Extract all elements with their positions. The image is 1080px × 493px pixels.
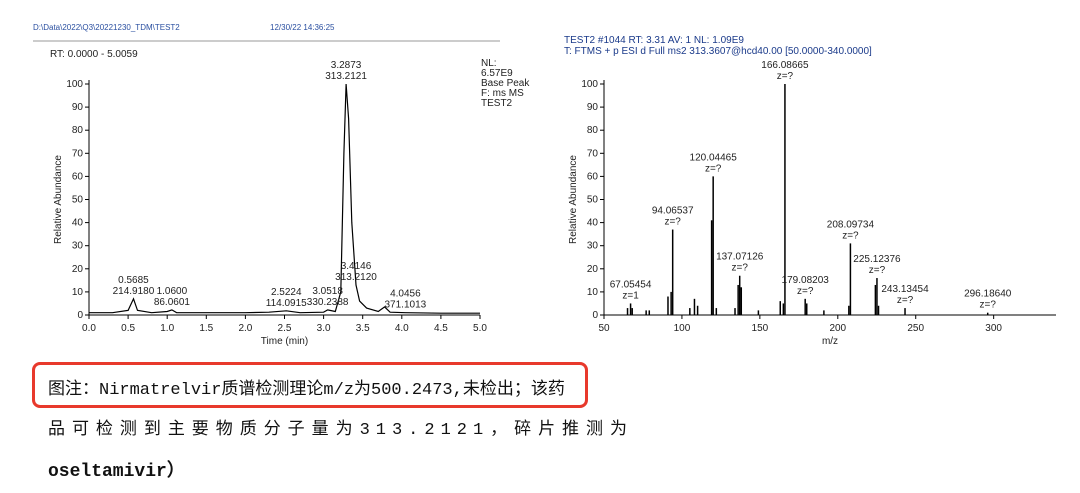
- peak-sublabel: z=?: [980, 300, 997, 311]
- peak-sublabel: z=?: [842, 230, 859, 241]
- peak-sublabel: z=?: [732, 263, 749, 274]
- peak-label: 243.13454: [881, 284, 929, 295]
- y-tick-label: 40: [72, 218, 84, 229]
- peak-label: 67.05454: [610, 279, 652, 290]
- peak-sublabel: 114.0915: [266, 298, 307, 309]
- y-tick-label: 10: [587, 287, 599, 298]
- x-tick-label: 150: [752, 323, 769, 334]
- y-tick-label: 30: [72, 241, 84, 252]
- y-tick-label: 20: [587, 264, 599, 275]
- peak-label: 3.4146: [341, 261, 372, 272]
- y-tick-label: 100: [66, 79, 83, 90]
- y-axis-label: Relative Abundance: [53, 155, 64, 244]
- x-tick-label: 0.5: [121, 323, 135, 334]
- info: Base Peak: [481, 78, 530, 89]
- x-tick-label: 200: [829, 323, 846, 334]
- peak-label: 4.0456: [390, 289, 421, 300]
- trace: [89, 83, 480, 314]
- peak-sublabel: 86.0601: [154, 297, 191, 308]
- peak-label: 166.08665: [761, 60, 809, 71]
- peak-label: 179.08203: [782, 275, 830, 286]
- y-tick-label: 70: [587, 148, 599, 159]
- y-tick-label: 50: [587, 195, 599, 206]
- y-tick-label: 100: [581, 79, 598, 90]
- peak-label: 1.0600: [157, 286, 188, 297]
- peak-label: 225.12376: [853, 254, 901, 265]
- y-tick-label: 80: [72, 125, 84, 136]
- x-tick-label: 1.5: [199, 323, 213, 334]
- peak-label: 94.06537: [652, 206, 694, 217]
- peak-sublabel: z=?: [664, 217, 681, 228]
- peak-label: 208.09734: [827, 219, 875, 230]
- peak-label: 3.2873: [331, 60, 362, 71]
- x-tick-label: 3.5: [356, 323, 370, 334]
- x-tick-label: 5.0: [473, 323, 487, 334]
- x-tick-label: 0.0: [82, 323, 96, 334]
- info: TEST2 #1044 RT: 3.31 AV: 1 NL: 1.09E9: [564, 35, 744, 46]
- y-tick-label: 80: [587, 125, 599, 136]
- peak-sublabel: z=?: [797, 286, 814, 297]
- y-tick-label: 70: [72, 148, 84, 159]
- x-tick-label: 4.5: [434, 323, 448, 334]
- y-tick-label: 0: [592, 310, 598, 321]
- range: RT: 0.0000 - 5.0059: [50, 49, 138, 60]
- peak-label: 120.04465: [690, 152, 738, 163]
- file-path: D:\Data\2022\Q3\20221230_TDM\TEST2: [33, 23, 180, 32]
- peak-sublabel: 313.2120: [335, 272, 377, 283]
- caption-highlight: 图注：Nirmatrelvir质谱检测理论m/z为500.2473,未检出；: [48, 381, 531, 400]
- x-tick-label: 2.0: [238, 323, 252, 334]
- y-tick-label: 20: [72, 264, 84, 275]
- x-tick-label: 300: [985, 323, 1002, 334]
- caption-line: 图注：Nirmatrelvir质谱检测理论m/z为500.2473,未检出；该药: [48, 374, 565, 400]
- peak-sublabel: z=?: [897, 295, 914, 306]
- caption-line: oseltamivir）: [48, 462, 185, 482]
- info: TEST2: [481, 98, 513, 109]
- y-tick-label: 60: [72, 171, 84, 182]
- date: 12/30/22 14:36:25: [270, 23, 335, 32]
- peak-label: 137.07126: [716, 252, 764, 263]
- x-axis-label: m/z: [822, 336, 838, 347]
- y-tick-label: 30: [587, 241, 599, 252]
- y-tick-label: 90: [587, 102, 599, 113]
- peak-label: 2.5224: [271, 287, 302, 298]
- peak-sublabel: 371.1013: [385, 300, 427, 311]
- y-tick-label: 50: [72, 195, 84, 206]
- y-tick-label: 60: [587, 171, 599, 182]
- x-axis-label: Time (min): [261, 336, 308, 347]
- x-tick-label: 3.0: [317, 323, 331, 334]
- highlight-box: [32, 362, 588, 408]
- info: NL:: [481, 58, 497, 69]
- y-axis-label: Relative Abundance: [568, 155, 579, 244]
- y-tick-label: 90: [72, 102, 84, 113]
- x-tick-label: 1.0: [160, 323, 174, 334]
- caption-text: 该药: [530, 381, 565, 400]
- peak-sublabel: 214.9180: [113, 286, 155, 297]
- x-tick-label: 50: [598, 323, 610, 334]
- peak-sublabel: z=1: [622, 290, 639, 301]
- y-tick-label: 40: [587, 218, 599, 229]
- x-tick-label: 100: [674, 323, 691, 334]
- caption-line: 品可检测到主要物质分子量为313.2121，碎片推测为: [48, 421, 633, 440]
- info: F: ms MS: [481, 88, 524, 99]
- x-tick-label: 250: [907, 323, 924, 334]
- x-tick-label: 2.5: [278, 323, 292, 334]
- info: 6.57E9: [481, 68, 513, 79]
- peak-sublabel: z=?: [705, 163, 722, 174]
- x-tick-label: 4.0: [395, 323, 409, 334]
- peak-sublabel: z=?: [777, 71, 794, 82]
- peak-sublabel: 313.2121: [325, 71, 367, 82]
- peak-label: 3.0518: [312, 286, 343, 297]
- peak-label: 296.18640: [964, 289, 1012, 300]
- y-tick-label: 0: [77, 310, 83, 321]
- info: T: FTMS + p ESI d Full ms2 313.3607@hcd4…: [564, 46, 872, 57]
- peak-sublabel: 330.2388: [307, 297, 349, 308]
- charts: D:\Data\2022\Q3\20221230_TDM\TEST2 12/30/…: [33, 23, 1056, 347]
- y-tick-label: 10: [72, 287, 84, 298]
- peak-label: 0.5685: [118, 275, 149, 286]
- peak-sublabel: z=?: [869, 265, 886, 276]
